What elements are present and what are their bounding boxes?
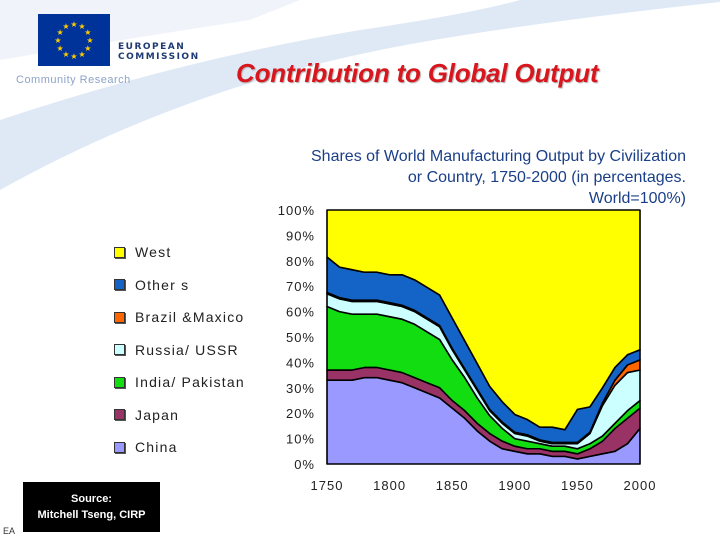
chart-legend: West Other s Brazil &Maxico Russia/ USSR Ind…: [114, 236, 245, 464]
y-tick-label: 60%: [286, 305, 315, 320]
eu-star-icon: ★: [84, 44, 91, 53]
eu-star-icon: ★: [70, 52, 77, 61]
legend-item: China: [114, 431, 245, 464]
program-name: Community Research: [16, 74, 131, 86]
org-name: EUROPEAN COMMISSION: [118, 42, 200, 62]
y-tick-label: 30%: [286, 381, 315, 396]
legend-item: Other s: [114, 269, 245, 302]
x-tick-label: 1850: [436, 478, 469, 493]
eu-star-icon: ★: [86, 36, 93, 45]
legend-item: West: [114, 236, 245, 269]
footer-fragment: EA: [3, 526, 16, 536]
eu-star-icon: ★: [62, 22, 69, 31]
eu-star-icon: ★: [84, 28, 91, 37]
eu-star-icon: ★: [62, 50, 69, 59]
x-tick-label: 1950: [561, 478, 594, 493]
chart-title-line-2: or Country, 1750-2000 (in percentages.: [407, 169, 686, 186]
y-tick-label: 20%: [286, 406, 315, 421]
legend-label: Other s: [135, 276, 190, 293]
legend-label: Brazil &Maxico: [135, 309, 245, 326]
x-tick-label: 1900: [498, 478, 531, 493]
source-label: Source:: [71, 493, 112, 505]
legend-label: Japan: [135, 406, 180, 423]
eu-star-icon: ★: [54, 36, 61, 45]
eu-star-icon: ★: [78, 22, 85, 31]
legend-label: China: [135, 439, 178, 456]
chart-title: Shares of World Manufacturing Output by …: [236, 146, 686, 209]
eu-star-icon: ★: [57, 28, 64, 37]
legend-swatch: [114, 409, 125, 421]
y-tick-label: 0%: [294, 457, 315, 472]
x-tick-label: 2000: [624, 478, 657, 493]
area-series-6: [326, 209, 641, 431]
legend-swatch: [114, 311, 125, 323]
chart-title-line-3: World=100%): [588, 190, 686, 207]
legend-swatch: [114, 279, 125, 291]
legend-item: Russia/ USSR: [114, 334, 245, 367]
legend-swatch: [114, 376, 125, 388]
y-tick-label: 40%: [286, 355, 315, 370]
legend-item: India/ Pakistan: [114, 366, 245, 399]
x-tick-label: 1750: [311, 478, 344, 493]
y-tick-label: 10%: [286, 432, 315, 447]
eu-star-icon: ★: [70, 20, 77, 29]
eu-star-icon: ★: [57, 44, 64, 53]
y-tick-label: 70%: [286, 279, 315, 294]
eu-star-icon: ★: [78, 50, 85, 59]
legend-label: West: [135, 244, 172, 261]
legend-label: Russia/ USSR: [135, 341, 239, 358]
x-tick-label: 1800: [373, 478, 406, 493]
legend-item: Brazil &Maxico: [114, 301, 245, 334]
legend-swatch: [114, 246, 125, 258]
legend-label: India/ Pakistan: [135, 374, 245, 391]
source-box: Source: Mitchell Tseng, CIRP: [23, 482, 160, 532]
chart-title-line-1: Shares of World Manufacturing Output by …: [311, 148, 686, 165]
eu-flag-logo: ★ ★ ★ ★ ★ ★ ★ ★ ★ ★ ★ ★: [38, 14, 110, 66]
y-tick-label: 100%: [278, 203, 315, 218]
slide-title: Contribution to Global Output: [236, 58, 599, 88]
legend-swatch: [114, 441, 125, 453]
source-author: Mitchell Tseng, CIRP: [37, 509, 146, 521]
y-tick-label: 80%: [286, 254, 315, 269]
legend-swatch: [114, 344, 125, 356]
y-tick-label: 90%: [286, 228, 315, 243]
y-tick-label: 50%: [286, 330, 315, 345]
legend-item: Japan: [114, 399, 245, 432]
